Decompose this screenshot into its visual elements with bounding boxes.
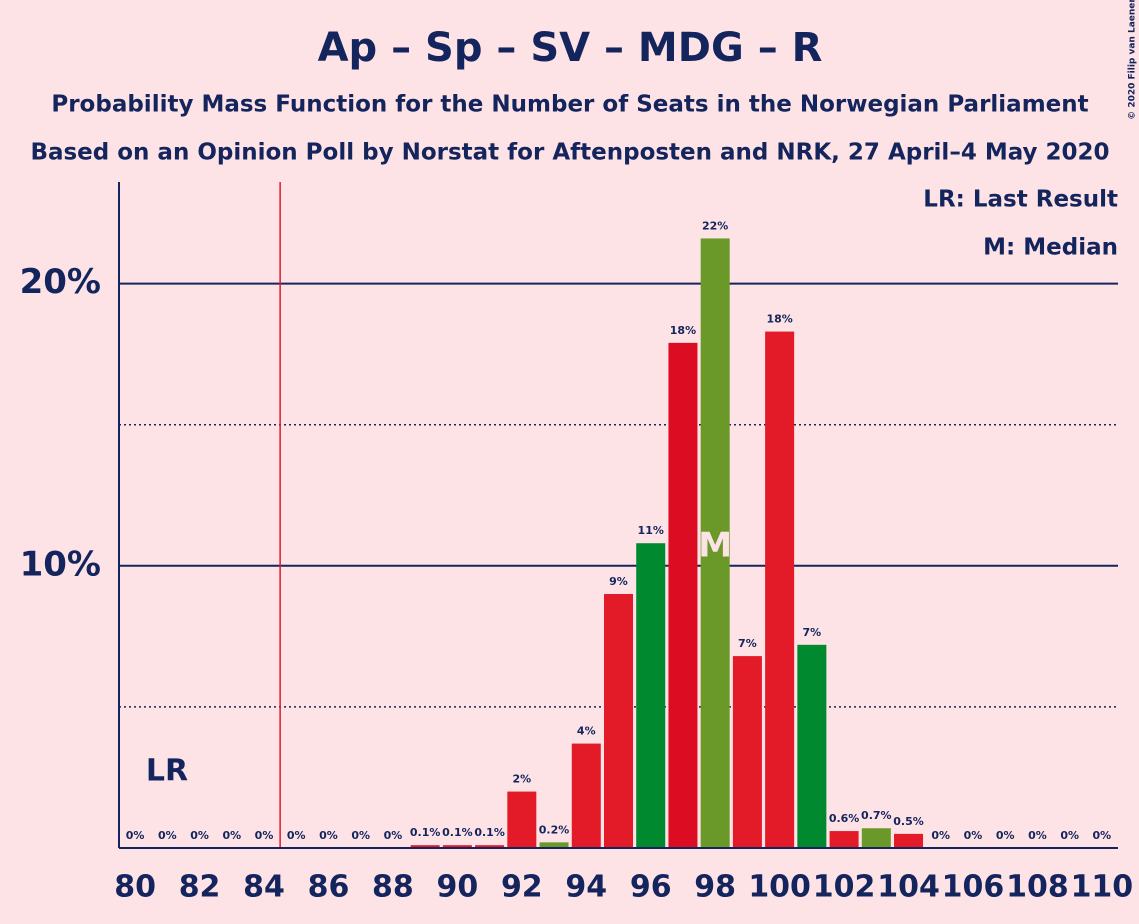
bar <box>442 845 472 848</box>
legend-entry: LR: Last Result <box>923 187 1118 213</box>
x-tick-label: 90 <box>436 870 478 905</box>
bar <box>765 331 795 848</box>
x-tick-label: 94 <box>565 870 607 905</box>
value-label: 9% <box>609 575 628 588</box>
value-label: 0.1% <box>410 826 441 839</box>
chart-subtitle: Based on an Opinion Poll by Norstat for … <box>30 140 1109 166</box>
value-label: 0% <box>287 829 306 842</box>
value-label: 0% <box>996 829 1015 842</box>
x-tick-label: 84 <box>243 870 285 905</box>
value-label: 0.2% <box>539 823 570 836</box>
value-label: 0% <box>158 829 177 842</box>
value-label: 11% <box>638 524 664 537</box>
x-tick-label: 104 <box>877 870 940 905</box>
y-tick-label: 20% <box>20 262 101 302</box>
value-label: 4% <box>577 725 596 738</box>
x-tick-label: 86 <box>308 870 350 905</box>
value-label: 0% <box>190 829 209 842</box>
bar <box>475 845 505 848</box>
bar <box>861 828 891 848</box>
legend-entry: M: Median <box>983 235 1118 261</box>
value-label: 22% <box>702 219 728 232</box>
value-label: 0% <box>1028 829 1047 842</box>
x-tick-label: 92 <box>501 870 543 905</box>
copyright: © 2020 Filip van Laenen <box>1128 0 1138 120</box>
bar <box>700 238 730 848</box>
value-label: 0.5% <box>893 815 924 828</box>
value-label: 7% <box>803 626 822 639</box>
value-label: 2% <box>512 773 531 786</box>
value-label: 18% <box>670 324 696 337</box>
value-label: 0% <box>255 829 274 842</box>
value-label: 0.1% <box>442 826 473 839</box>
x-tick-label: 106 <box>942 870 1005 905</box>
bar <box>539 842 569 848</box>
x-tick-label: 88 <box>372 870 414 905</box>
bar <box>636 543 666 848</box>
bar <box>410 845 440 848</box>
median-marker: M <box>698 526 732 566</box>
x-tick-label: 80 <box>114 870 156 905</box>
y-tick-label: 10% <box>20 544 101 584</box>
value-label: 0% <box>964 829 983 842</box>
bar <box>603 594 634 848</box>
x-tick-label: 108 <box>1006 870 1069 905</box>
chart-subtitle: Probability Mass Function for the Number… <box>51 92 1088 118</box>
value-label: 0% <box>222 829 241 842</box>
chart-title: Ap – Sp – SV – MDG – R <box>318 25 823 71</box>
bar <box>797 644 827 848</box>
value-label: 0% <box>1060 829 1079 842</box>
value-label: 0.1% <box>474 826 505 839</box>
value-label: 7% <box>738 637 757 650</box>
value-label: 0% <box>319 829 338 842</box>
bar <box>571 743 601 848</box>
x-tick-label: 100 <box>748 870 811 905</box>
value-label: 0% <box>351 829 370 842</box>
last-result-label: LR <box>146 754 188 789</box>
x-tick-label: 82 <box>179 870 221 905</box>
x-tick-label: 98 <box>694 870 736 905</box>
x-tick-label: 96 <box>630 870 672 905</box>
value-label: 0% <box>126 829 145 842</box>
value-label: 0% <box>384 829 403 842</box>
x-tick-label: 102 <box>813 870 876 905</box>
value-label: 18% <box>766 313 792 326</box>
value-label: 0.7% <box>861 809 892 822</box>
bar <box>894 833 924 848</box>
x-tick-label: 110 <box>1071 870 1134 905</box>
value-label: 0% <box>931 829 950 842</box>
value-label: 0% <box>1093 829 1112 842</box>
value-label: 0.6% <box>829 812 860 825</box>
bar <box>507 791 537 848</box>
bar <box>829 831 859 848</box>
bar <box>732 656 762 848</box>
bar <box>668 342 698 848</box>
